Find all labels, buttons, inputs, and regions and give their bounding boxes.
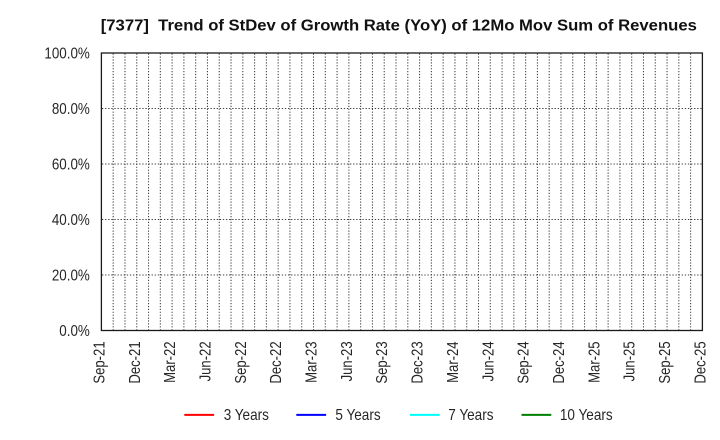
- svg-text:Dec-21: Dec-21: [127, 341, 144, 383]
- svg-text:Jun-23: Jun-23: [339, 341, 356, 381]
- svg-text:7 Years: 7 Years: [448, 407, 493, 424]
- svg-text:10 Years: 10 Years: [560, 407, 613, 424]
- svg-text:Sep-22: Sep-22: [233, 341, 250, 383]
- svg-text:Dec-25: Dec-25: [692, 341, 709, 383]
- svg-text:Jun-22: Jun-22: [198, 341, 215, 381]
- svg-text:Sep-21: Sep-21: [91, 341, 108, 383]
- svg-text:Dec-24: Dec-24: [551, 341, 568, 383]
- svg-text:Mar-24: Mar-24: [445, 341, 462, 382]
- svg-text:5 Years: 5 Years: [335, 407, 380, 424]
- svg-text:20.0%: 20.0%: [52, 268, 90, 285]
- svg-text:3 Years: 3 Years: [224, 407, 269, 424]
- svg-text:Sep-24: Sep-24: [516, 341, 533, 383]
- svg-text:40.0%: 40.0%: [52, 212, 90, 229]
- svg-text:Mar-25: Mar-25: [586, 341, 603, 382]
- svg-text:60.0%: 60.0%: [52, 157, 90, 174]
- svg-text:100.0%: 100.0%: [44, 46, 90, 63]
- svg-text:Sep-25: Sep-25: [657, 341, 674, 383]
- svg-text:Sep-23: Sep-23: [374, 341, 391, 383]
- svg-text:[7377] Trend of StDev of Grow: [7377] Trend of StDev of Growth Rate (Yo…: [101, 17, 697, 35]
- svg-text:Mar-23: Mar-23: [304, 341, 321, 382]
- svg-text:Dec-23: Dec-23: [410, 341, 427, 383]
- svg-text:Dec-22: Dec-22: [268, 341, 285, 383]
- svg-text:Jun-25: Jun-25: [622, 341, 639, 381]
- svg-text:Jun-24: Jun-24: [480, 341, 497, 381]
- svg-text:80.0%: 80.0%: [52, 101, 90, 118]
- svg-text:0.0%: 0.0%: [59, 323, 90, 340]
- svg-text:Mar-22: Mar-22: [162, 341, 179, 382]
